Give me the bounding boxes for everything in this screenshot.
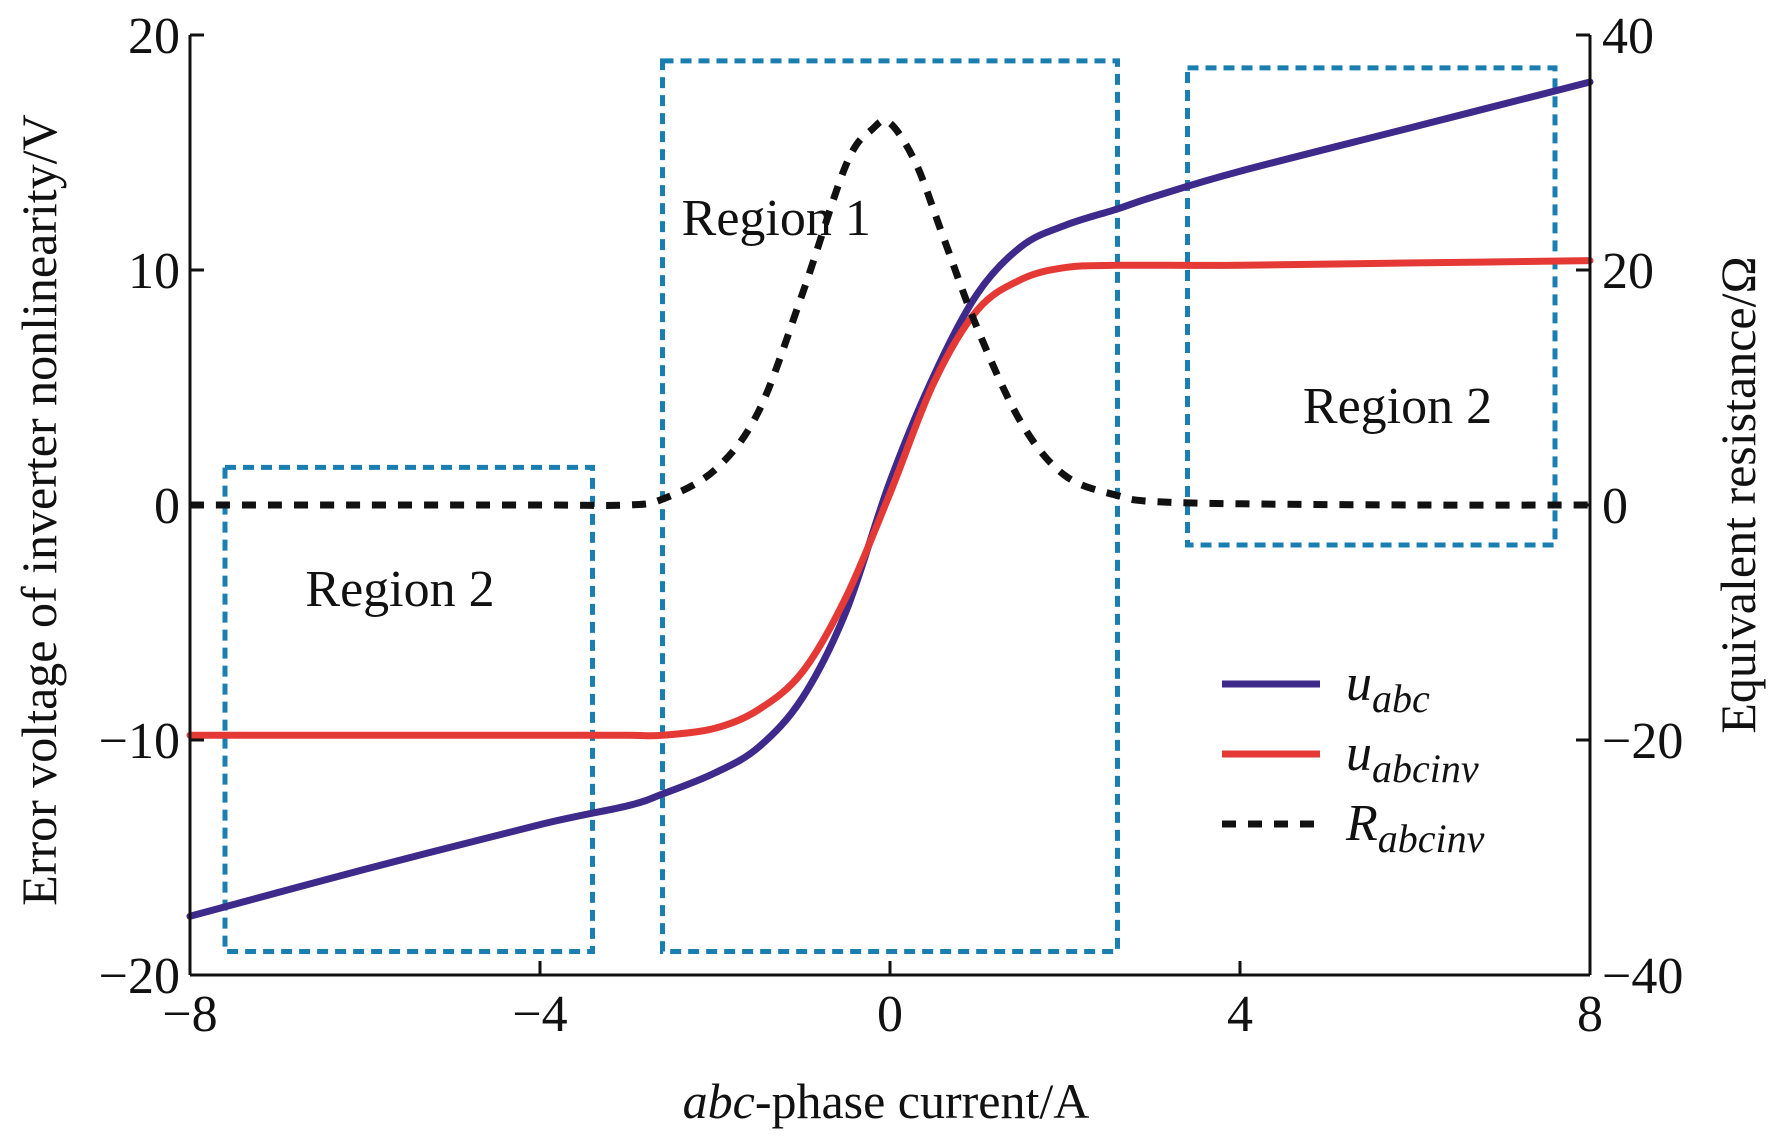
- region-label-2: Region 2: [305, 561, 494, 618]
- region-labels: Region 1 Region 2 Region 2: [305, 190, 1492, 618]
- series-lines: [186, 78, 1594, 920]
- y-axis-label-right: Equivalent resistance/Ω: [1710, 256, 1766, 733]
- y-axis-label-left: Error voltage of inverter nonlinearity/V: [11, 114, 67, 905]
- y-left-tick-label: −10: [99, 713, 180, 770]
- y-right-tick-label: −40: [1602, 948, 1683, 1005]
- x-tick-label: −4: [512, 986, 567, 1043]
- region-boxes: [222, 58, 1558, 955]
- region-label-1: Region 1: [682, 190, 871, 247]
- series-line-u-abcinv: [186, 257, 1594, 740]
- region-box-2: [660, 58, 1120, 955]
- y-left-tick-label: 0: [154, 478, 180, 535]
- series-line-u-abc: [186, 78, 1594, 920]
- legend-label-r-abcinv: Rabcinv: [1345, 795, 1485, 861]
- y-right-tick-label: 0: [1602, 478, 1628, 535]
- legend-label-u-abcinv: uabcinv: [1346, 725, 1479, 791]
- y-left-tick-label: 10: [128, 243, 180, 300]
- x-tick-label: −8: [162, 986, 217, 1043]
- region-box-3: [1185, 65, 1558, 548]
- region-label-3: Region 2: [1303, 378, 1492, 435]
- y-left-tick-label: −20: [99, 948, 180, 1005]
- region-box-1: [222, 464, 595, 954]
- y-right-tick-label: −20: [1602, 713, 1683, 770]
- legend-label-u-abc: uabc: [1346, 655, 1430, 721]
- y-left-tick-label: 20: [128, 8, 180, 65]
- x-tick-label: 0: [877, 986, 903, 1043]
- x-axis-label: abc-phase current/A: [683, 1073, 1090, 1129]
- y-right-tick-label: 20: [1602, 243, 1654, 300]
- x-tick-label: 4: [1227, 986, 1253, 1043]
- series-line-r-abcinv: [190, 117, 1591, 509]
- x-tick-label: 8: [1577, 986, 1603, 1043]
- y-right-tick-label: 40: [1602, 8, 1654, 65]
